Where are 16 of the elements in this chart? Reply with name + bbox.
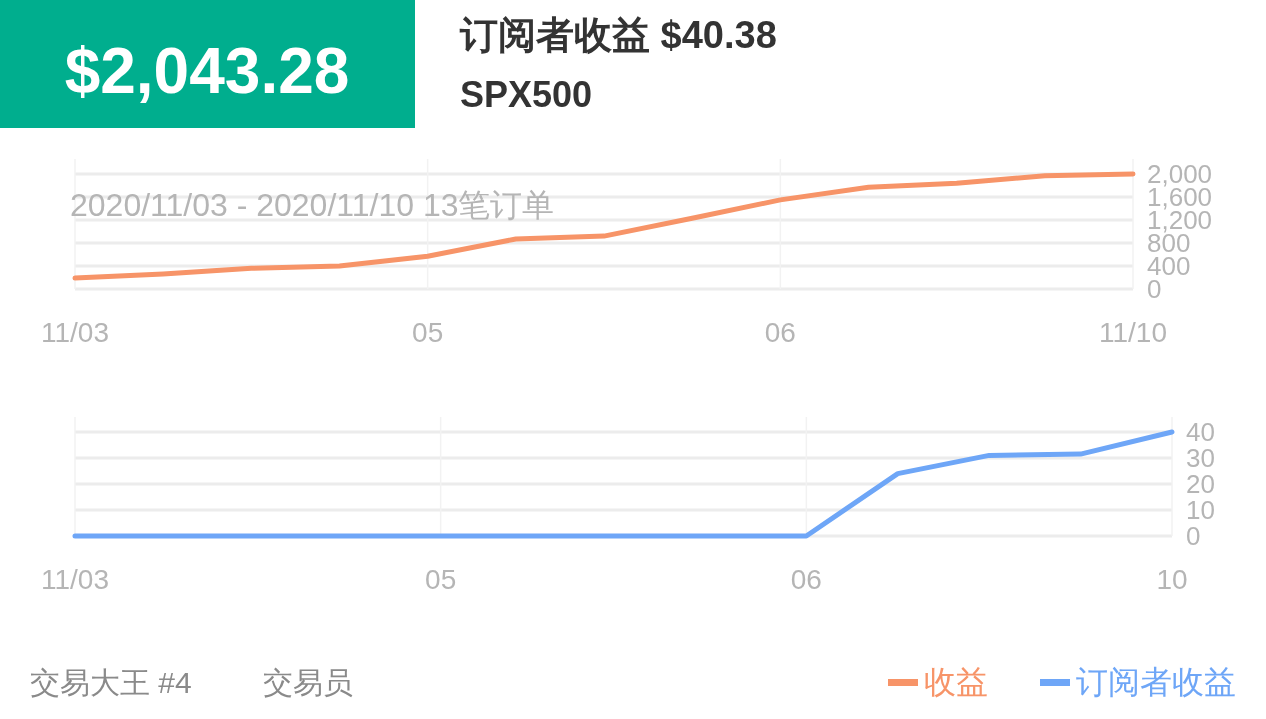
x-tick-label: 06 [790,564,822,595]
x-tick-label: 06 [764,317,796,348]
legend-label: 收益 [924,664,988,700]
x-tick-label: 05 [425,564,457,595]
text: 交易大王 #4 [30,666,192,699]
annotation: 2020/11/03 - 2020/11/10 13笔订单 [70,187,555,223]
chart-title: 订阅者收益 $40.38 [459,14,777,56]
text: $2,043.28 [64,35,350,107]
x-tick-label: 11/03 [41,564,109,595]
x-tick-label: 11/10 [1099,317,1167,348]
chart-subtitle: SPX500 [460,74,593,115]
legend-label: 订阅者收益 [1076,664,1236,700]
y-tick-label: 2,000 [1147,159,1213,189]
text: 交易员 [263,666,353,699]
x-tick-label: 11/03 [41,317,109,348]
x-tick-label: 05 [412,317,444,348]
